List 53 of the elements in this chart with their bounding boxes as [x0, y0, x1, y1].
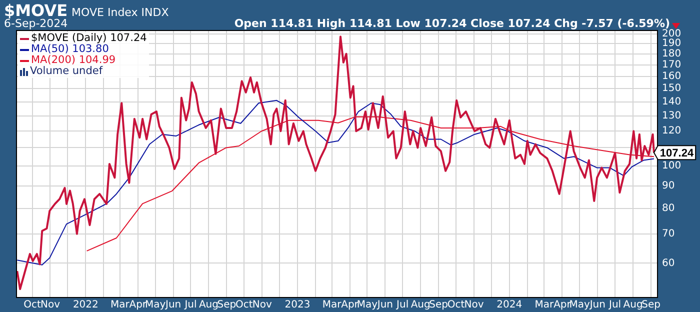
chart-subtitle: MOVE Index INDX [72, 6, 169, 19]
y-tick-label: 100 [662, 160, 682, 172]
y-tick-label: 130 [662, 110, 682, 122]
x-tick-label: Mar [110, 300, 130, 311]
x-tick-label: Aug [198, 300, 218, 311]
x-tick-label: Sep [217, 300, 236, 311]
y-tick-label: 200 [662, 28, 682, 40]
x-tick-label: Jul [608, 300, 622, 311]
x-tick-label: 2024 [496, 300, 522, 311]
x-tick-label: Nov [40, 300, 60, 311]
x-tick-label: Aug [410, 300, 430, 311]
legend-label: $MOVE (Daily) 107.24 [31, 32, 147, 44]
x-tick-label: Apr [341, 300, 360, 311]
x-tick-label: Jun [588, 300, 606, 311]
x-tick-label: Oct [447, 300, 465, 311]
x-tick-label: Oct [235, 300, 253, 311]
x-tick-label: 2023 [284, 300, 310, 311]
legend-label: MA(50) 103.80 [31, 43, 109, 55]
y-tick-label: 70 [662, 228, 675, 240]
y-tick-label: 190 [662, 38, 682, 50]
y-tick-label: 140 [662, 96, 682, 108]
x-tick-label: Jun [164, 300, 182, 311]
x-tick-label: Jun [376, 300, 393, 311]
y-tick-label: 120 [662, 126, 682, 137]
x-tick-label: 2022 [72, 300, 98, 311]
y-tick-label: 80 [662, 203, 675, 214]
text: 6-Sep-2024 [4, 17, 68, 30]
x-tick-label: Oct [24, 300, 41, 311]
annotation: 107.24 [660, 148, 694, 160]
x-tick-label: Sep [429, 300, 448, 311]
x-tick-label: Jul [184, 300, 197, 311]
x-tick-label: Mar [534, 300, 555, 311]
chart-title: $MOVE [4, 1, 68, 20]
x-tick-label: Jul [396, 300, 409, 311]
x-tick-label: Nov [464, 300, 484, 311]
x-tick-label: Nov [252, 300, 272, 311]
y-tick-label: 60 [662, 258, 675, 269]
y-tick-label: 90 [662, 180, 675, 192]
x-tick-label: Mar [322, 300, 342, 311]
y-tick-label: 150 [662, 83, 682, 94]
x-tick-label: May [144, 300, 166, 311]
x-tick-label: Apr [129, 300, 148, 311]
text: Open 114.81 High 114.81 Low 107.24 Close 107.24 Chg -7.57 (-6.59%) [234, 17, 670, 30]
x-tick-label: Apr [554, 300, 572, 311]
x-tick-label: May [569, 300, 590, 311]
x-tick-label: May [356, 300, 378, 311]
y-tick-label: 180 [662, 48, 682, 60]
x-tick-label: Aug [623, 300, 643, 311]
annotation: Volume undef [30, 65, 103, 77]
y-tick-label: 160 [662, 70, 682, 82]
legend-label: MA(200) 104.99 [31, 54, 116, 66]
x-tick-label: Sep [642, 300, 660, 311]
y-tick-label: 170 [662, 59, 682, 70]
